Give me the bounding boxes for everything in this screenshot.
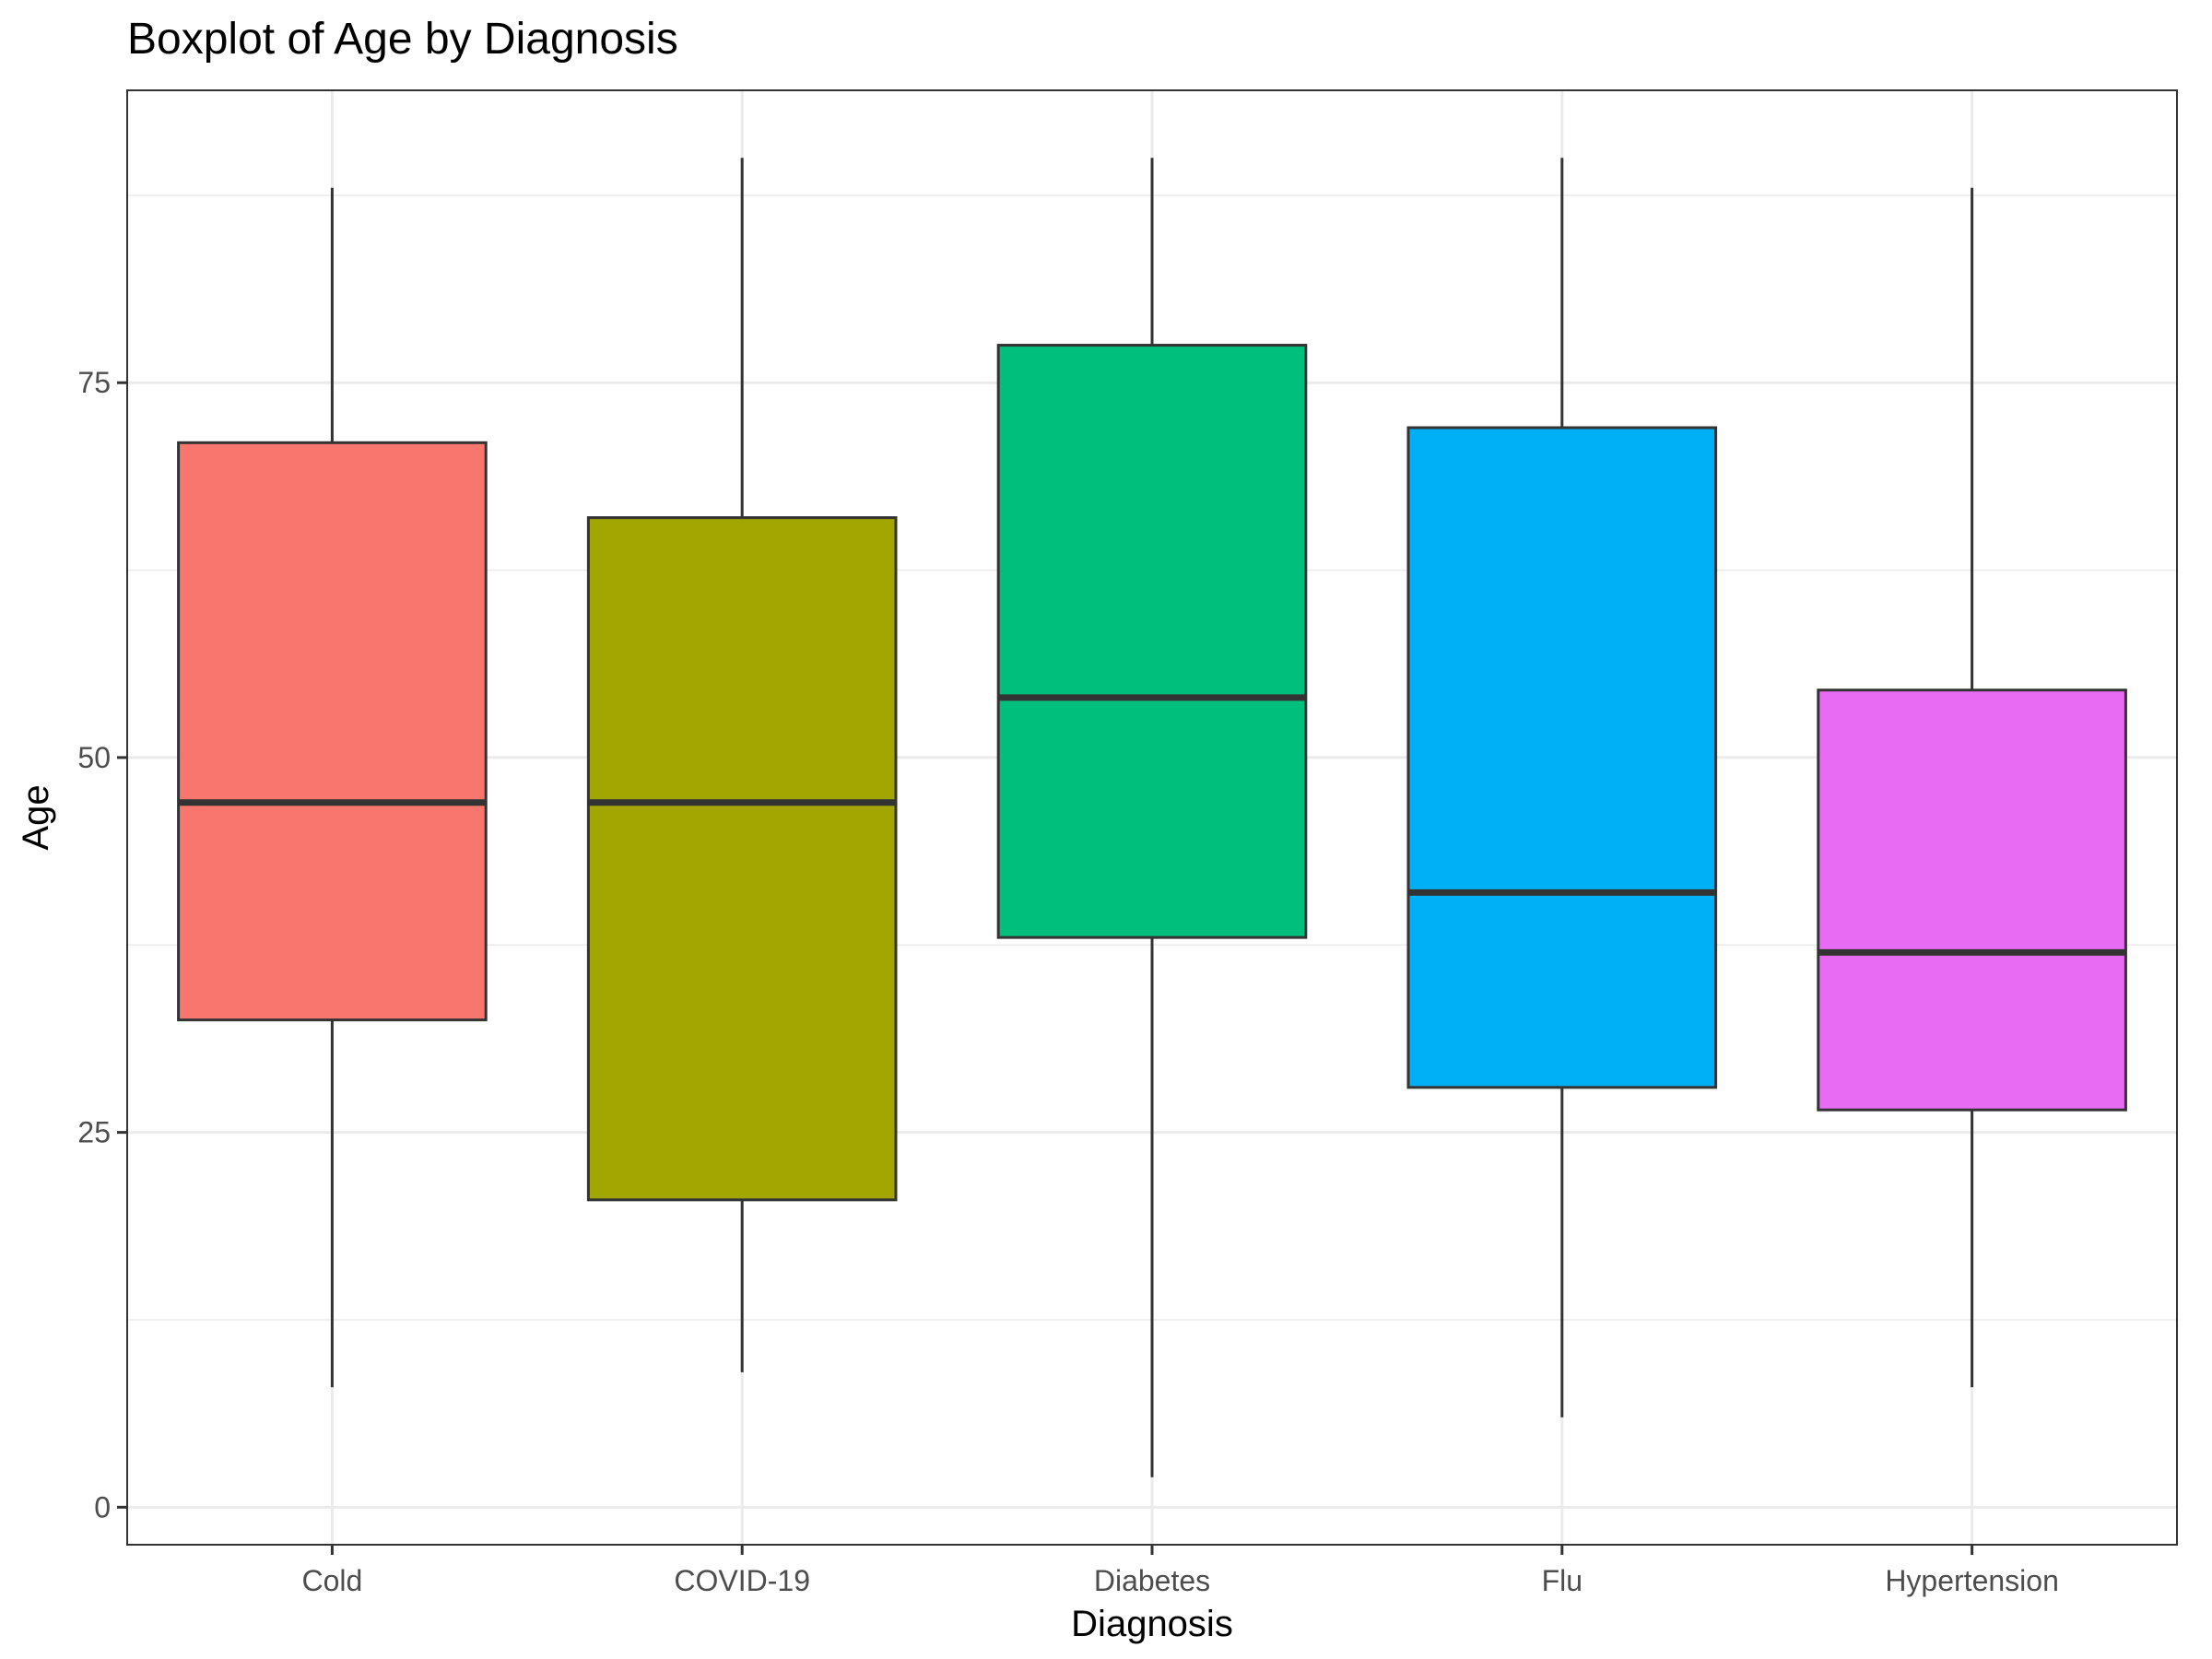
- panel-border: [126, 89, 2178, 1546]
- y-tick-label: 50: [77, 741, 111, 774]
- axes: 0 25 50 75 Cold COVID-19 Diabetes Flu Hypertensi…: [77, 366, 2058, 1597]
- box-group-covid-19: [586, 158, 898, 1372]
- x-tick-label: Flu: [1542, 1564, 1583, 1597]
- boxes: [177, 158, 2127, 1477]
- y-tick-label: 75: [77, 366, 111, 399]
- box: [177, 441, 488, 1022]
- box: [996, 344, 1308, 939]
- box-group-hypertension: [1817, 187, 2127, 1388]
- chart-title: Boxplot of Age by Diagnosis: [127, 15, 678, 64]
- box: [1817, 688, 2127, 1112]
- x-tick-label: Cold: [301, 1564, 362, 1597]
- box-group-flu: [1406, 158, 1718, 1418]
- box: [586, 516, 898, 1202]
- x-tick-label: COVID-19: [674, 1564, 810, 1597]
- y-tick-label: 25: [77, 1116, 111, 1149]
- box: [1406, 426, 1718, 1089]
- y-tick-label: 0: [94, 1490, 111, 1524]
- x-tick-label: Diabetes: [1094, 1564, 1210, 1597]
- box-group-diabetes: [996, 158, 1308, 1477]
- x-tick-label: Hypertension: [1885, 1564, 2059, 1597]
- x-axis-title: Diagnosis: [1071, 1604, 1233, 1644]
- box-group-cold: [177, 187, 488, 1388]
- y-axis-title: Age: [16, 784, 56, 850]
